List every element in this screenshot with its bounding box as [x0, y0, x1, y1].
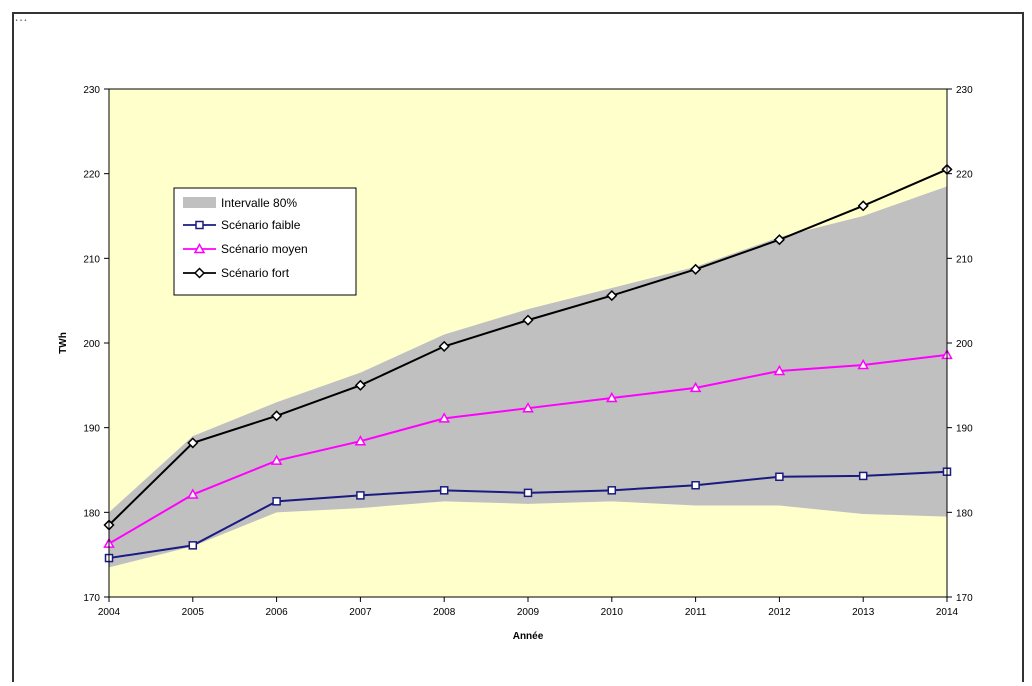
point-scenario-faible-2005 — [188, 541, 198, 550]
legend-marker-scenario-faible — [195, 220, 204, 230]
point-scenario-fort-2006 — [271, 410, 283, 422]
y-tick-label-left: 180 — [83, 508, 100, 519]
legend: Intervalle 80% Scénario faible Scénario … — [173, 187, 357, 296]
x-tick-label: 2011 — [685, 607, 707, 618]
point-scenario-moyen-2008 — [438, 412, 450, 423]
legend-label-scenario-moyen: Scénario moyen — [221, 242, 308, 256]
legend-item-scenario-moyen: Scénario moyen — [183, 242, 308, 256]
confidence-band-layer — [109, 186, 947, 568]
point-scenario-fort-2011 — [690, 263, 702, 275]
y-tick-label-left: 190 — [83, 424, 100, 435]
y-tick-label-left: 200 — [83, 339, 100, 350]
point-scenario-moyen-2013 — [857, 358, 869, 370]
x-tick-label: 2008 — [433, 607, 456, 618]
y-tick-label-left: 170 — [83, 593, 100, 604]
point-scenario-fort-2005 — [187, 437, 199, 449]
point-scenario-faible-2006 — [272, 497, 281, 506]
x-tick-label: 2013 — [852, 607, 875, 618]
legend-label-scenario-fort: Scénario fort — [221, 266, 290, 280]
point-scenario-moyen-2005 — [187, 488, 199, 499]
point-scenario-faible-2013 — [858, 471, 868, 481]
point-scenario-faible-2007 — [356, 491, 365, 500]
legend-item-scenario-faible: Scénario faible — [183, 218, 301, 232]
top-text-fragment: … — [14, 8, 28, 24]
point-scenario-faible-2012 — [775, 472, 784, 482]
x-tick-label: 2012 — [768, 607, 791, 618]
point-scenario-fort-2009 — [522, 314, 534, 326]
y-tick-label-right: 220 — [956, 170, 973, 181]
point-scenario-fort-2012 — [773, 234, 785, 246]
y-tick-label-right: 210 — [956, 254, 973, 265]
x-tick-label: 2007 — [349, 607, 372, 618]
axes-layer: 170 170 180 180 190 190 200 200 210 210 220 220 230 2… — [83, 85, 973, 618]
legend-marker-scenario-fort — [193, 267, 206, 279]
y-tick-label-right: 230 — [956, 85, 973, 96]
chart-frame: … 170 170 180 180 190 190 200 200 210 210 220 220 23… — [12, 8, 1024, 682]
y-axis-title: TWh — [58, 332, 69, 354]
band-intervalle-80 — [109, 186, 947, 568]
point-scenario-moyen-2012 — [773, 364, 786, 376]
x-tick-label: 2004 — [98, 607, 121, 618]
y-tick-label-left: 220 — [83, 170, 100, 181]
y-tick-label-right: 180 — [956, 508, 973, 519]
x-tick-label: 2006 — [265, 607, 288, 618]
point-scenario-moyen-2010 — [606, 392, 618, 403]
x-tick-label: 2010 — [601, 607, 624, 618]
legend-marker-scenario-moyen — [193, 242, 206, 254]
point-scenario-faible-2008 — [439, 486, 449, 495]
point-scenario-fort-2010 — [606, 290, 618, 302]
point-scenario-moyen-2006 — [270, 454, 283, 465]
y-tick-label-right: 200 — [956, 339, 973, 350]
y-tick-label-left: 210 — [83, 254, 100, 265]
y-tick-label-left: 230 — [83, 85, 100, 96]
point-scenario-faible-2009 — [523, 488, 533, 498]
point-scenario-moyen-2011 — [689, 381, 702, 393]
x-tick-label: 2014 — [936, 607, 959, 618]
x-tick-label: 2005 — [182, 607, 205, 618]
x-axis-title: Année — [513, 631, 544, 642]
x-tick-label: 2009 — [517, 607, 540, 618]
line-chart: 170 170 180 180 190 190 200 200 210 210 220 220 230 2… — [58, 85, 973, 642]
y-tick-label-right: 190 — [956, 424, 973, 435]
legend-label-scenario-faible: Scénario faible — [221, 218, 301, 232]
point-scenario-fort-2007 — [354, 379, 366, 391]
point-scenario-faible-2010 — [607, 486, 617, 495]
y-tick-label-right: 170 — [956, 593, 973, 604]
point-scenario-fort-2013 — [857, 200, 869, 212]
point-scenario-fort-2008 — [438, 340, 450, 352]
legend-band-swatch — [183, 197, 216, 208]
point-scenario-faible-2011 — [691, 480, 700, 490]
point-scenario-moyen-2009 — [522, 402, 534, 413]
legend-item-scenario-fort: Scénario fort — [183, 266, 290, 280]
point-scenario-moyen-2007 — [354, 435, 367, 446]
legend-label-band: Intervalle 80% — [221, 196, 297, 210]
